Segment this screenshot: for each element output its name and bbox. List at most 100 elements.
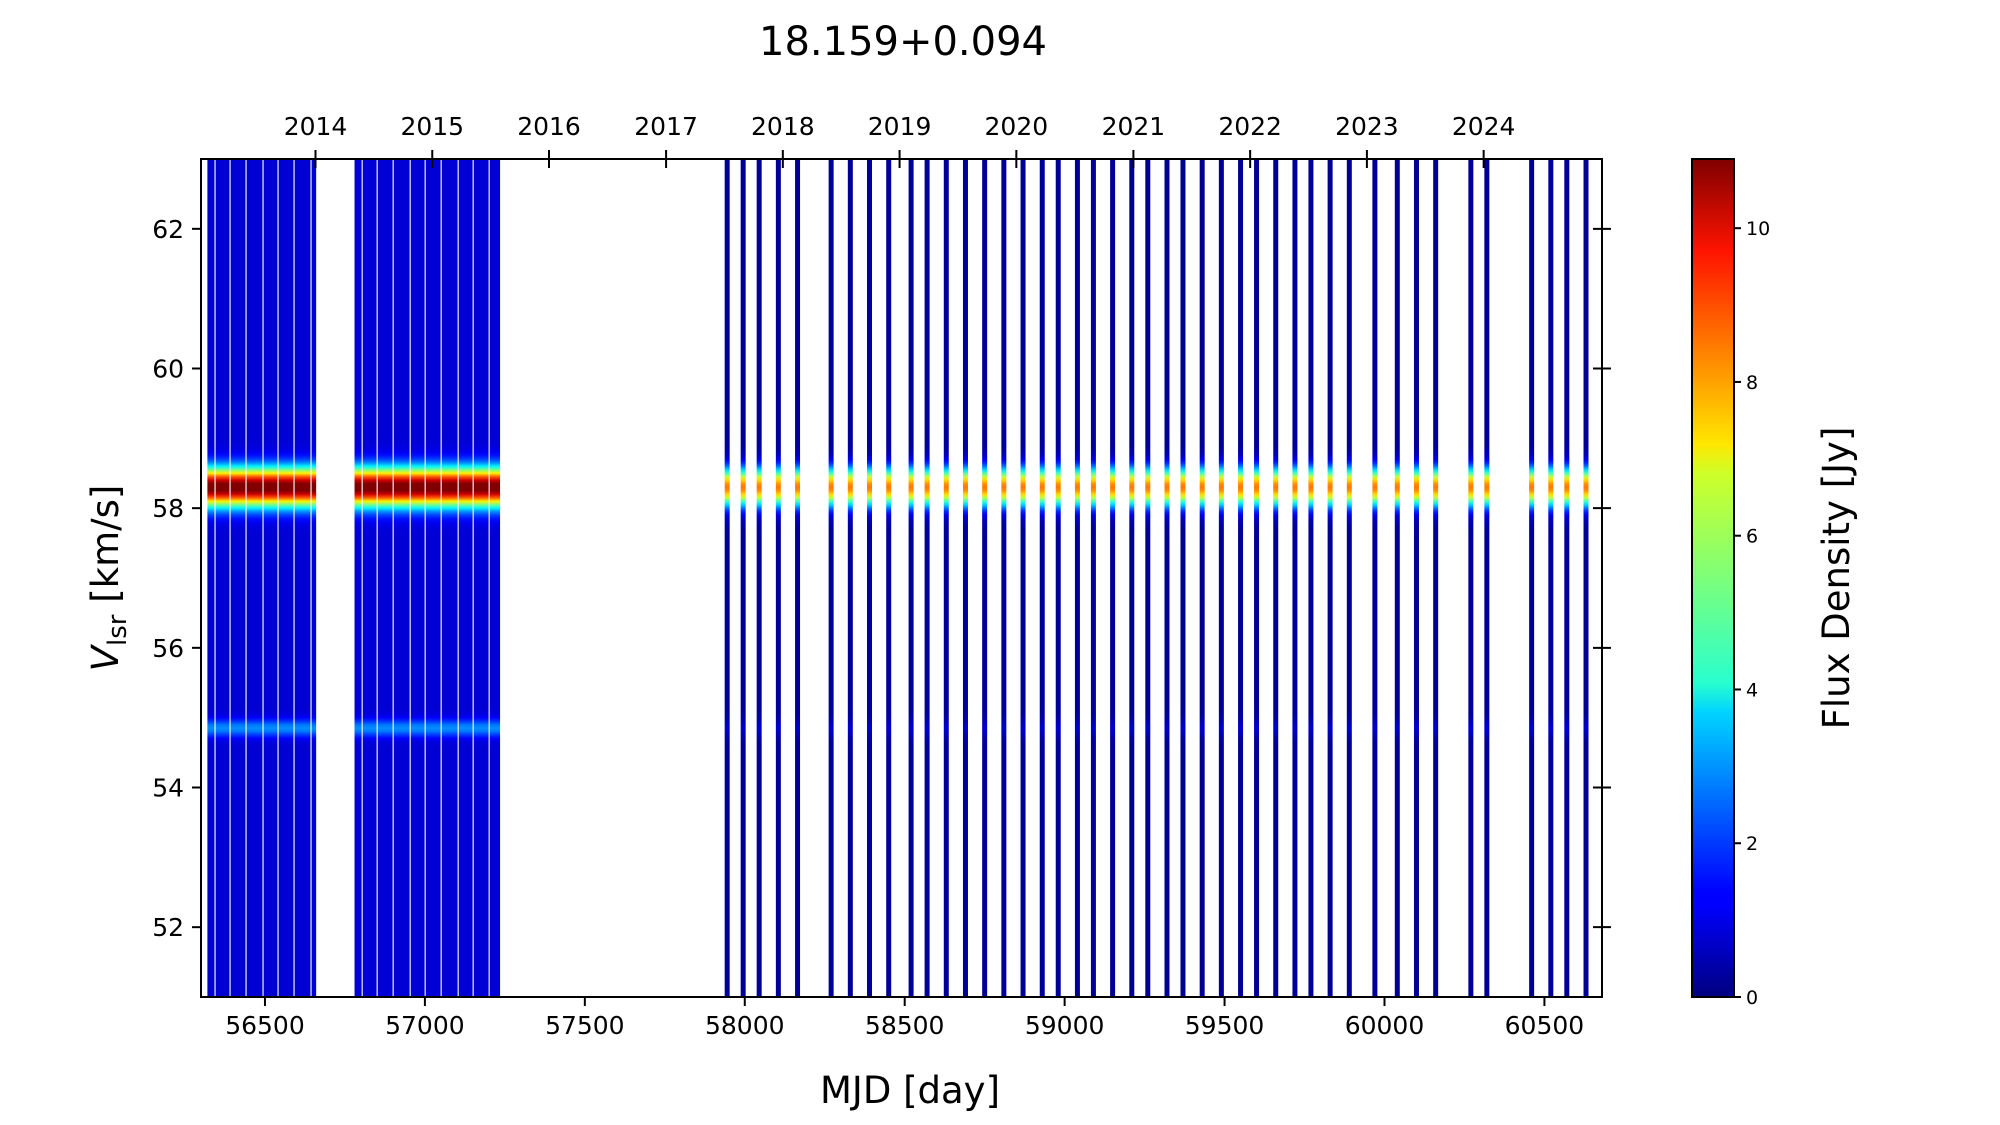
observation-epoch [924, 159, 930, 997]
observation-gap [472, 159, 474, 997]
top-axis-ticks: 2014 2015 2016 2017 2018 2019 2020 2021 2022 2023… [284, 112, 1515, 168]
y-tick-label: 60 [152, 355, 184, 384]
colorbar-tick-label: 2 [1746, 833, 1758, 855]
observation-epoch [1273, 159, 1279, 997]
top-tick-label: 2014 [284, 112, 348, 141]
colorbar-gradient [1691, 158, 1735, 998]
observation-epoch [775, 159, 781, 997]
observation-gap [214, 159, 216, 997]
top-tick-label: 2021 [1102, 112, 1166, 141]
observation-epoch [1238, 159, 1244, 997]
x-tick-label: 60500 [1505, 1011, 1585, 1040]
observation-gap [424, 159, 426, 997]
dense-observation-blocks [207, 159, 501, 997]
top-tick-label: 2018 [751, 112, 815, 141]
y-tick-label: 56 [152, 634, 184, 663]
observation-epoch [1020, 159, 1026, 997]
top-tick-label: 2023 [1335, 112, 1399, 141]
observation-gap [229, 159, 231, 997]
chart-title: 18.159+0.094 [759, 19, 1047, 65]
y-axis-label-unit: [km/s] [84, 485, 127, 615]
observation-gap [277, 159, 279, 997]
top-tick-label: 2020 [985, 112, 1049, 141]
colorbar-ticks: 0 2 4 6 8 10 [1734, 218, 1770, 1009]
observation-epoch [1433, 159, 1439, 997]
y-tick-label: 58 [152, 494, 184, 523]
observation-epoch [1372, 159, 1378, 997]
observation-epoch [1180, 159, 1186, 997]
observation-epoch [1308, 159, 1314, 997]
y-tick-label: 54 [152, 774, 184, 803]
observation-epoch [886, 159, 892, 997]
observation-epoch [1484, 159, 1490, 997]
observation-epoch [1327, 159, 1333, 997]
colorbar-tick-label: 4 [1746, 679, 1758, 701]
observation-epoch [982, 159, 988, 997]
observation-epoch [756, 159, 762, 997]
observation-epoch [962, 159, 968, 997]
observation-gap [361, 159, 363, 997]
colorbar-tick-label: 10 [1746, 218, 1770, 240]
observation-epoch [1110, 159, 1116, 997]
y-axis-ticks: 52 54 56 58 60 62 [152, 215, 1611, 942]
observation-epoch [1564, 159, 1570, 997]
top-tick-label: 2022 [1218, 112, 1282, 141]
top-tick-label: 2016 [517, 112, 581, 141]
observation-gap [245, 159, 247, 997]
x-tick-label: 60000 [1345, 1011, 1425, 1040]
observation-epoch [1145, 159, 1151, 997]
observation-gap [409, 159, 411, 997]
observation-epoch [1346, 159, 1352, 997]
observation-block-1 [207, 159, 317, 997]
observation-gap [310, 159, 312, 997]
observation-epoch [867, 159, 873, 997]
observation-epoch [828, 159, 834, 997]
y-axis-label: Vlsr [km/s] [84, 485, 133, 672]
x-tick-label: 57500 [545, 1011, 625, 1040]
observation-epoch [1394, 159, 1400, 997]
observation-gap [392, 159, 394, 997]
observation-epoch [740, 159, 746, 997]
observation-epoch [908, 159, 914, 997]
observation-epoch [1218, 159, 1224, 997]
observation-epoch [847, 159, 853, 997]
observation-gap [262, 159, 264, 997]
observation-epoch [1164, 159, 1170, 997]
plot-frame [200, 158, 1603, 998]
observation-epoch [724, 159, 730, 997]
observation-epoch [1529, 159, 1535, 997]
observation-epoch [1039, 159, 1045, 997]
observation-epoch [943, 159, 949, 997]
observation-gap [457, 159, 459, 997]
observation-epoch [1468, 159, 1474, 997]
x-tick-label: 58000 [705, 1011, 785, 1040]
colorbar-tick-label: 0 [1746, 987, 1758, 1009]
x-axis-label: MJD [day] [820, 1069, 1000, 1112]
x-tick-label: 56500 [225, 1011, 305, 1040]
observation-epoch [1129, 159, 1135, 997]
observation-epoch [1254, 159, 1260, 997]
observation-epoch [1292, 159, 1298, 997]
colorbar-label: Flux Density [Jy] [1815, 427, 1858, 730]
y-axis-label-sub: lsr [103, 614, 133, 646]
colorbar-tick-label: 6 [1746, 526, 1758, 548]
plot-area [207, 159, 1589, 997]
observation-epoch [1199, 159, 1205, 997]
observation-epoch [1413, 159, 1419, 997]
observation-gap [376, 159, 378, 997]
observation-epoch [1074, 159, 1080, 997]
observation-epoch [1548, 159, 1554, 997]
x-axis-ticks: 56500 57000 57500 58000 58500 59000 59500 60000… [225, 997, 1584, 1040]
observation-block-2 [354, 159, 501, 997]
observation-epoch [795, 159, 801, 997]
top-tick-label: 2015 [400, 112, 464, 141]
y-tick-label: 62 [152, 215, 184, 244]
y-tick-label: 52 [152, 913, 184, 942]
x-tick-label: 59000 [1025, 1011, 1105, 1040]
observation-gap [293, 159, 295, 997]
observation-gap [488, 159, 490, 997]
observation-epoch [1090, 159, 1096, 997]
x-tick-label: 58500 [865, 1011, 945, 1040]
top-tick-label: 2017 [634, 112, 698, 141]
